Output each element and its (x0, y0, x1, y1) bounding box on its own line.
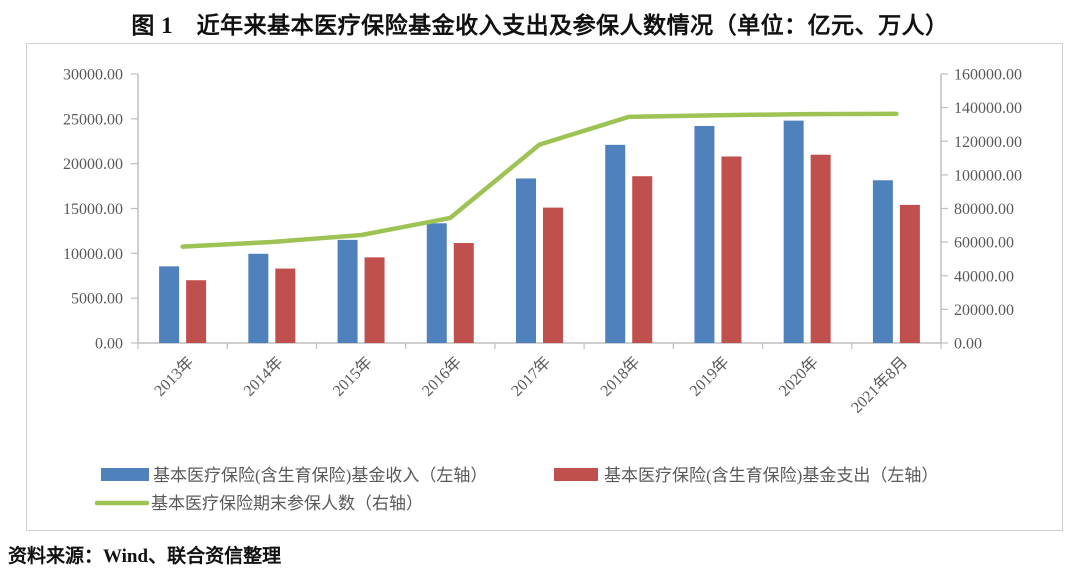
legend-swatch-expense (554, 468, 598, 481)
left-axis-tick-label: 20000.00 (63, 156, 123, 173)
x-axis-label: 2019年 (686, 353, 733, 400)
x-axis-label: 2013年 (151, 353, 198, 400)
income-bar (426, 223, 447, 343)
expense-bar (186, 280, 207, 343)
expense-bar (543, 207, 563, 343)
right-axis-tick-label: 160000.00 (954, 67, 1022, 84)
chart-canvas: 30000.00 25000.00 20000.00 15000.00 10000.00… (63, 67, 1022, 514)
left-axis-tick-label: 5000.00 (71, 291, 123, 308)
insured-line (180, 111, 899, 249)
chart-title: 图 1 近年来基本医疗保险基金收入支出及参保人数情况（单位：亿元、万人） (131, 13, 949, 38)
income-bar (783, 120, 804, 343)
legend-label-expense: 基本医疗保险(含生育保险)基金支出（左轴） (604, 466, 938, 485)
left-axis-tick-label: 25000.00 (63, 111, 123, 128)
income-bar (159, 266, 180, 343)
expense-bar (364, 257, 385, 343)
right-axis-tick-label: 100000.00 (954, 167, 1022, 184)
income-bar (337, 239, 358, 343)
chart-area: 30000.00 25000.00 20000.00 15000.00 10000.00… (26, 43, 1063, 531)
right-axis-tick-label: 0.00 (954, 336, 982, 353)
expense-bar (275, 268, 296, 343)
expense-bar (899, 204, 920, 343)
left-axis-tick-label: 15000.00 (63, 201, 123, 218)
income-bar (694, 126, 715, 343)
source-note: 资料来源：Wind、联合资信整理 (8, 546, 282, 567)
right-axis-tick-label: 20000.00 (954, 302, 1014, 319)
left-axis-tick-label: 30000.00 (63, 67, 123, 84)
x-axis-label: 2014年 (240, 353, 287, 400)
legend-swatch-income (101, 468, 149, 481)
x-axis-label: 2017年 (508, 353, 555, 400)
legend-label-income: 基本医疗保险(含生育保险)基金收入（左轴） (153, 466, 487, 485)
right-axis-tick-label: 140000.00 (954, 100, 1022, 117)
income-bar (516, 178, 536, 343)
right-axis-tick-label: 40000.00 (954, 268, 1014, 285)
left-axis-tick-label: 0.00 (95, 336, 123, 353)
right-axis-tick-label: 120000.00 (954, 134, 1022, 151)
x-axis-label: 2015年 (329, 353, 376, 400)
right-axis-tick-label: 80000.00 (954, 201, 1014, 218)
x-axis-label: 2021年8月 (848, 353, 912, 417)
x-axis-label: 2018年 (597, 353, 644, 400)
expense-bar (721, 156, 742, 343)
income-bar (872, 180, 893, 343)
expense-bar (632, 176, 653, 343)
left-axis-tick-label: 10000.00 (63, 246, 123, 263)
income-bar (605, 144, 626, 343)
x-axis-label: 2020年 (775, 353, 822, 400)
right-axis-tick-label: 60000.00 (954, 235, 1014, 252)
x-axis-label: 2016年 (418, 353, 465, 400)
legend-label-insured: 基本医疗保险期末参保人数（右轴） (151, 494, 423, 513)
income-bar (248, 253, 269, 343)
expense-bar (453, 243, 474, 343)
expense-bar (810, 154, 831, 343)
